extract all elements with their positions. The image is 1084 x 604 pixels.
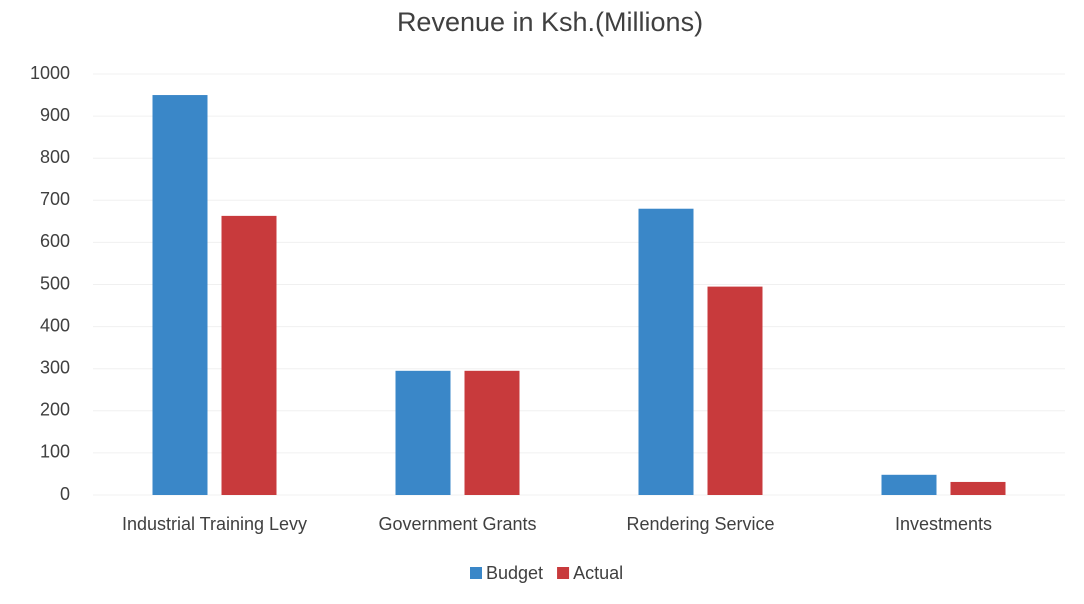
bar — [950, 481, 1006, 495]
chart-title: Revenue in Ksh.(Millions) — [397, 7, 703, 37]
x-tick-label: Investments — [895, 514, 992, 534]
legend-label: Actual — [573, 563, 623, 583]
y-tick-label: 500 — [40, 273, 70, 293]
legend-label: Budget — [486, 563, 543, 583]
x-tick-label: Rendering Service — [626, 514, 774, 534]
bar — [395, 370, 451, 495]
bar — [638, 208, 694, 495]
y-tick-label: 100 — [40, 442, 70, 462]
legend-swatch — [557, 567, 570, 579]
bar — [221, 215, 277, 495]
x-tick-label: Industrial Training Levy — [122, 514, 307, 534]
x-tick-label: Government Grants — [378, 514, 536, 534]
bar — [464, 370, 520, 495]
y-tick-label: 200 — [40, 400, 70, 420]
y-tick-label: 1000 — [30, 63, 70, 83]
y-tick-label: 600 — [40, 231, 70, 251]
y-tick-label: 0 — [60, 484, 70, 504]
y-tick-label: 400 — [40, 315, 70, 335]
y-tick-label: 900 — [40, 105, 70, 125]
bar — [152, 95, 208, 496]
y-tick-label: 800 — [40, 147, 70, 167]
bar — [707, 286, 763, 495]
legend-swatch — [470, 567, 482, 579]
y-tick-label: 700 — [40, 189, 70, 209]
bar — [881, 474, 937, 495]
y-tick-label: 300 — [40, 357, 70, 377]
